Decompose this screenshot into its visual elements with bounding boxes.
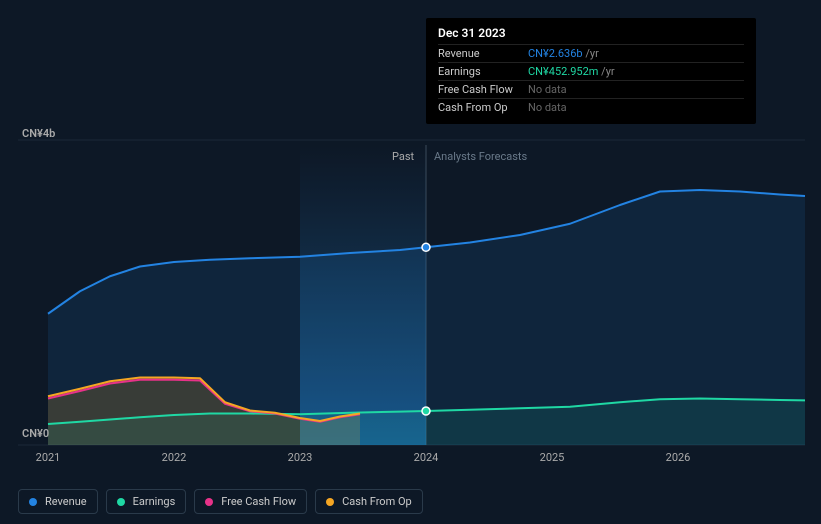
tooltip-row: Free Cash FlowNo data [438,81,744,99]
tooltip-date: Dec 31 2023 [438,26,744,40]
tooltip-row-label: Revenue [438,45,528,63]
tooltip-row: Cash From OpNo data [438,99,744,117]
past-section-label: Past [392,150,414,163]
tooltip-row-value: CN¥452.952m /yr [528,63,744,81]
legend-item-revenue[interactable]: Revenue [18,489,98,514]
y-axis-bottom-label: CN¥0 [22,427,49,440]
tooltip-row: EarningsCN¥452.952m /yr [438,63,744,81]
tooltip-row: RevenueCN¥2.636b /yr [438,45,744,63]
x-tick-label: 2021 [36,451,61,464]
legend-item-cash-from-op[interactable]: Cash From Op [315,489,423,514]
legend-swatch [29,498,37,506]
legend-label: Cash From Op [342,495,412,508]
x-tick-label: 2024 [414,451,439,464]
tooltip-table: RevenueCN¥2.636b /yrEarningsCN¥452.952m … [438,44,744,116]
tooltip-row-label: Free Cash Flow [438,81,528,99]
tooltip-row-label: Cash From Op [438,99,528,117]
legend-label: Revenue [45,495,87,508]
tooltip-row-label: Earnings [438,63,528,81]
legend-item-free-cash-flow[interactable]: Free Cash Flow [194,489,307,514]
legend-label: Free Cash Flow [221,495,296,508]
x-tick-label: 2025 [540,451,565,464]
chart-tooltip: Dec 31 2023 RevenueCN¥2.636b /yrEarnings… [426,18,756,124]
tooltip-row-value: No data [528,81,744,99]
chart-legend: Revenue Earnings Free Cash Flow Cash From O… [18,489,423,514]
tooltip-row-value: No data [528,99,744,117]
tooltip-row-value: CN¥2.636b /yr [528,45,744,63]
financials-chart: CN¥4b CN¥0 Past Analysts Forecasts 2021 2… [0,0,821,524]
legend-swatch [205,498,213,506]
legend-item-earnings[interactable]: Earnings [106,489,187,514]
legend-swatch [117,498,125,506]
forecast-section-label: Analysts Forecasts [434,150,527,163]
legend-label: Earnings [133,495,176,508]
x-tick-label: 2023 [288,451,313,464]
x-tick-label: 2022 [162,451,187,464]
y-axis-top-label: CN¥4b [22,127,55,140]
legend-swatch [326,498,334,506]
x-tick-label: 2026 [666,451,691,464]
